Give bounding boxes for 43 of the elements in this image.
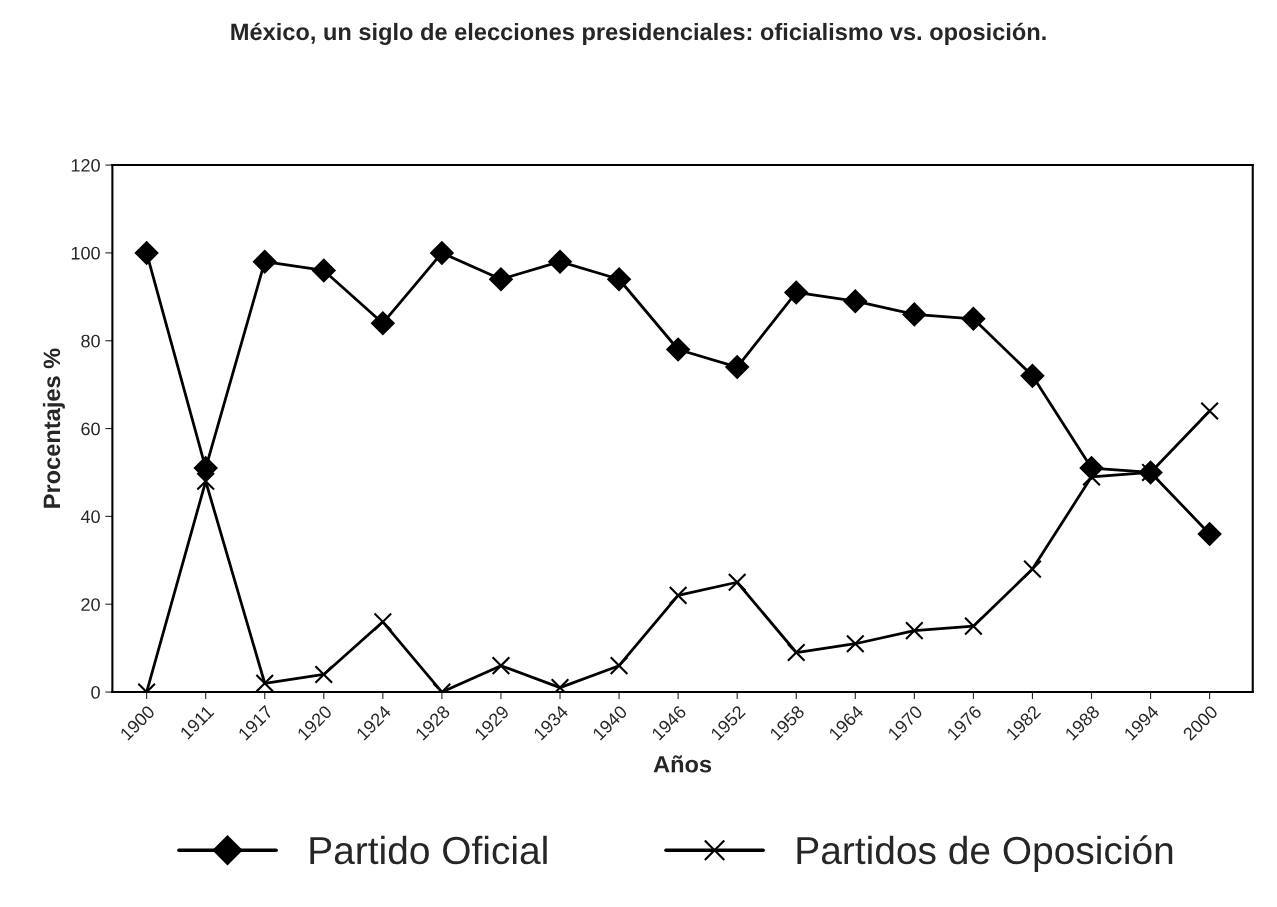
- point: [666, 337, 690, 362]
- y-tick-label: 120: [71, 159, 100, 172]
- point: [311, 258, 336, 283]
- point: [964, 616, 983, 636]
- point: [1200, 401, 1219, 421]
- y-tick-label: 60: [81, 422, 100, 436]
- y-tick-label: 0: [91, 685, 100, 699]
- point: [668, 586, 688, 605]
- y-tick-label: 40: [80, 510, 100, 524]
- point: [371, 311, 395, 336]
- point: [489, 267, 513, 292]
- y-tick-label: 80: [81, 334, 100, 348]
- legend-label: Partidos de Oposición: [797, 835, 1173, 872]
- point: [725, 355, 750, 379]
- point: [1020, 364, 1045, 388]
- legend-label: Partido Oficial: [310, 835, 547, 865]
- point: [196, 471, 216, 491]
- point: [784, 280, 809, 305]
- point: [904, 621, 924, 640]
- y-tick-label: 20: [81, 598, 100, 611]
- point: [607, 267, 631, 292]
- point: [255, 673, 275, 693]
- point: [373, 612, 393, 632]
- y-tick-label: 100: [71, 246, 100, 260]
- point: [1197, 522, 1222, 546]
- point: [961, 306, 986, 331]
- point: [548, 249, 572, 274]
- point: [134, 241, 159, 265]
- point: [609, 656, 629, 676]
- point: [727, 572, 747, 592]
- y-axis-title: Procentajes %: [42, 348, 65, 508]
- point: [786, 643, 806, 662]
- point: [193, 456, 218, 480]
- point: [902, 302, 927, 327]
- point: [430, 241, 454, 265]
- point: [252, 249, 277, 274]
- chart-title: México, un siglo de elecciones presidenciales: oficialismo vs. oposición.: [231, 22, 1046, 45]
- point: [845, 634, 865, 654]
- x-axis-title: Años: [653, 755, 712, 773]
- point: [843, 289, 868, 314]
- point: [314, 665, 334, 684]
- point: [491, 656, 511, 676]
- point: [1023, 559, 1042, 579]
